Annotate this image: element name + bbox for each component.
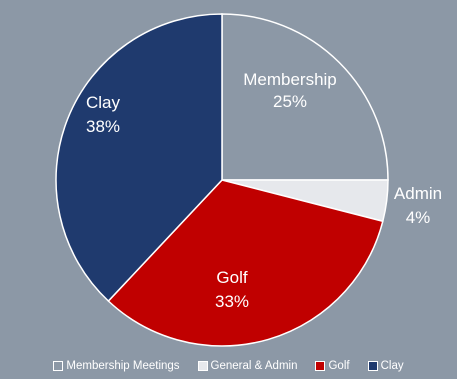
pie-slice-clay [55, 13, 223, 303]
legend-swatch-clay [367, 361, 378, 371]
slice-label-golf: Golf [216, 268, 247, 287]
legend-item-membership: Membership Meetings [53, 360, 180, 372]
slice-percent-admin: 4% [406, 208, 431, 227]
chart-legend: Membership Meetings General & Admin Golf… [0, 360, 457, 372]
legend-label-admin: General & Admin [210, 360, 298, 372]
pie-slice-membership [221, 13, 389, 181]
legend-swatch-membership [53, 361, 64, 371]
slice-label-admin: Admin [394, 184, 442, 203]
legend-label-golf: Golf [328, 360, 350, 372]
legend-item-clay: Clay [367, 360, 404, 372]
legend-item-admin: General & Admin [197, 360, 298, 372]
slice-label-clay: Clay [86, 93, 121, 112]
slice-percent-membership: 25% [273, 92, 307, 111]
slice-percent-clay: 38% [86, 117, 120, 136]
legend-label-membership: Membership Meetings [66, 360, 180, 372]
pie-slice-golf [107, 179, 384, 347]
pie-chart-svg: Membership 25% Admin 4% Golf 33% Clay 38% [55, 13, 442, 347]
legend-label-clay: Clay [380, 360, 404, 372]
slice-label-membership: Membership [243, 70, 337, 89]
legend-swatch-golf [315, 361, 326, 371]
legend-item-golf: Golf [315, 360, 350, 372]
slice-percent-golf: 33% [215, 292, 249, 311]
legend-swatch-admin [197, 361, 208, 371]
